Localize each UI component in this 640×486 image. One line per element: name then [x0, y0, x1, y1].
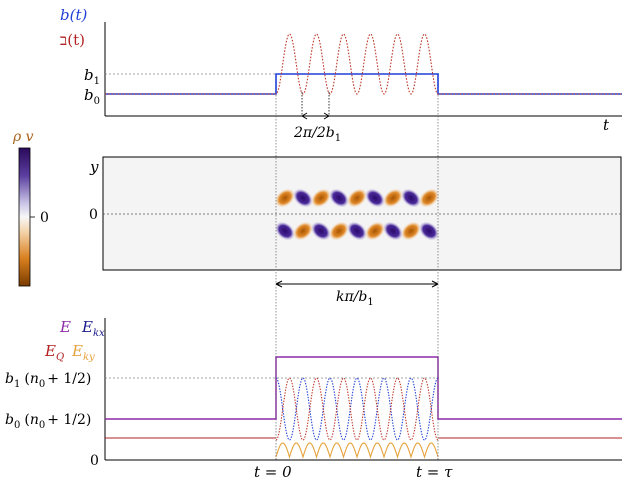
E-series-line [105, 356, 622, 420]
heatmap-lobe [382, 188, 404, 208]
ytick-b1-expr: b1 (n0 + 1/2) [5, 371, 91, 390]
span-arrowhead-right [431, 280, 439, 288]
colorbar-zero: 0 [40, 210, 49, 226]
span-label: kπ/b1 [336, 289, 374, 308]
legend-Eky: Eky [71, 342, 95, 363]
heatmap-lobes [274, 188, 440, 241]
heatmap-lobe [418, 188, 440, 208]
heatmap-ylabel: y [89, 158, 99, 176]
heatmap-lobe [346, 221, 368, 241]
xtick-t0: t = 0 [254, 463, 292, 481]
heatmap-lobe [310, 188, 332, 208]
heatmap-lobe [292, 221, 314, 241]
legend-Ekx: Ekx [81, 318, 105, 339]
legend-EQ: EQ [44, 342, 64, 363]
legend-E: E [59, 318, 71, 336]
ytick-b0-expr: b0 (n0 + 1/2) [5, 412, 91, 431]
heatmap-lobe [364, 188, 386, 208]
legend-b-label: b(t) [60, 6, 87, 24]
heatmap-lobe [400, 221, 422, 241]
heatmap-lobe [382, 221, 404, 241]
bet-series-line [105, 33, 622, 95]
heatmap-lobe [328, 188, 350, 208]
heatmap-lobe [346, 188, 368, 208]
heatmap-y-zero: 0 [89, 207, 98, 223]
heatmap-lobe [418, 221, 440, 241]
heatmap-lobe [364, 221, 386, 241]
heatmap-frame [102, 156, 622, 271]
heatmap-lobe [274, 188, 296, 208]
ytick-b1: b1 [84, 66, 100, 87]
heatmap-lobe [400, 188, 422, 208]
Ekx-series-line [275, 377, 439, 441]
xtick-tau: t = τ [416, 463, 453, 481]
legend-bet-label: ב(t) [60, 31, 85, 49]
span-arrowhead-left [275, 280, 283, 288]
time-guides [275, 95, 439, 460]
heatmap-lobe [274, 221, 296, 241]
colorbar-label: ρ v [12, 129, 34, 145]
period-arrowhead-left [301, 112, 308, 120]
EQ-oscillation-line [275, 377, 439, 441]
bottom-panel: E Ekx EQ Eky b1 (n0 + 1/2) b0 (n0 + 1/2) 0 t… [5, 318, 622, 481]
top-panel: b(t) ב(t) b1 b0 t 2π/2b1 [60, 6, 622, 144]
period-arrowhead-right [323, 112, 330, 120]
heatmap-lobe [292, 188, 314, 208]
heatmap-lobe [310, 221, 332, 241]
period-label: 2π/2b1 [293, 125, 341, 144]
b-series-line [105, 73, 622, 95]
middle-panel: ρ v 0 y 0 kπ/b1 [12, 129, 622, 308]
ytick-zero: 0 [90, 453, 99, 469]
top-xlabel: t [603, 116, 610, 134]
heatmap-lobe [328, 221, 350, 241]
ytick-b0: b0 [84, 86, 100, 107]
Eky-series-line [275, 442, 439, 459]
colorbar [18, 147, 31, 287]
